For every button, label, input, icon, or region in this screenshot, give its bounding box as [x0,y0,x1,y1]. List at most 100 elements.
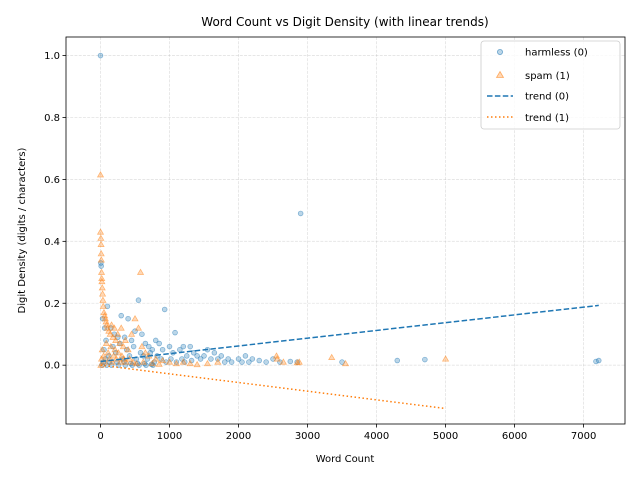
harmless-point [228,359,235,365]
legend: harmless (0) spam (1) trend (0) trend (1… [480,40,621,130]
harmless-point [139,331,145,337]
legend-label-spam: spam (1) [525,71,570,82]
harmless-point [239,359,245,365]
legend-marker-spam [495,70,505,78]
x-tick-label: 4000 [364,431,389,442]
spam-point [97,240,105,247]
spam-point [139,358,147,365]
spam-point [114,330,122,337]
spam-point [127,330,136,337]
spam-point [110,352,118,359]
spam-point [97,234,105,241]
harmless-point [242,353,249,359]
harmless-point [125,315,131,322]
harmless-point [184,353,190,359]
harmless-point [166,343,173,350]
spam-point [104,349,112,356]
spam-point [99,296,107,303]
harmless-point [211,350,218,356]
harmless-point [194,353,200,359]
harmless-point [152,337,159,344]
spam-point [273,355,281,362]
harmless-point [263,359,269,365]
y-tick-label: 0.0 [44,361,60,372]
spam-point [98,277,106,285]
harmless-point [118,312,124,319]
spam-point [203,359,212,367]
spam-point [141,349,149,356]
spam-point [441,355,450,362]
harmless-point [197,356,204,362]
spam-point [97,250,105,257]
spam-point [114,349,123,356]
harmless-point [256,357,262,364]
spam-point [136,268,145,275]
harmless-point [246,359,252,365]
harmless-point [172,329,178,336]
harmless-point [225,356,231,362]
x-axis-label: Word Count [316,454,375,465]
harmless-point [208,356,214,362]
legend-label-trend-0: trend (0) [525,92,569,103]
spam-point [121,336,129,343]
x-tick-label: 7000 [571,431,596,442]
spam-point [99,302,107,309]
legend-box [480,40,621,130]
spam-point [107,342,115,350]
x-tick-label: 0 [97,431,103,442]
harmless-point [130,343,137,350]
spam-point [129,358,137,365]
harmless-point [142,340,149,347]
harmless-point [596,357,602,364]
harmless-point [249,356,256,362]
legend-marker-harmless [496,49,503,56]
spam-point [98,345,106,353]
spam-point [111,345,119,353]
spam-point [341,359,350,367]
legend-label-harmless: harmless (0) [525,48,588,59]
harmless-point [128,337,135,344]
harmless-point [394,357,401,364]
axis-ticks: 0 1000 2000 3000 4000 5000 6000 7000 0.0 0.2 0.4 0.… [44,51,596,442]
spam-point [97,268,106,275]
spam-point [295,358,303,365]
spam-point [138,342,146,350]
spam-point [159,356,167,364]
spam-point [152,355,160,362]
harmless-point [297,210,304,217]
spam-point [132,359,140,367]
spam-point [193,360,201,368]
x-tick-label: 3000 [295,431,320,442]
harmless-point [180,343,187,350]
spam-point [98,284,106,291]
harmless-point [221,359,228,365]
x-tick-label: 1000 [157,431,182,442]
x-tick-label: 5000 [433,431,458,442]
scatter-points [96,52,602,368]
y-tick-label: 0.6 [44,175,60,186]
spam-point [116,358,125,365]
spam-point [172,359,181,367]
spam-point [96,228,105,235]
harmless-point [187,343,193,350]
spam-point [96,171,105,178]
spam-point [102,339,110,347]
spam-point [279,358,287,365]
spam-point [124,345,132,353]
harmless-point [201,353,207,359]
spam-point [108,358,116,365]
harmless-point [235,356,242,362]
spam-point [117,324,125,331]
x-tick-label: 2000 [226,431,251,442]
harmless-point [287,358,294,365]
harmless-point [97,52,104,59]
y-tick-label: 0.2 [44,299,60,310]
y-axis-label: Digit Density (digits / characters) [17,147,28,313]
spam-point [214,358,222,365]
spam-point [131,315,139,322]
harmless-point [156,340,162,347]
spam-point [98,290,107,297]
spam-point [116,339,124,347]
trend-lines [100,304,599,410]
